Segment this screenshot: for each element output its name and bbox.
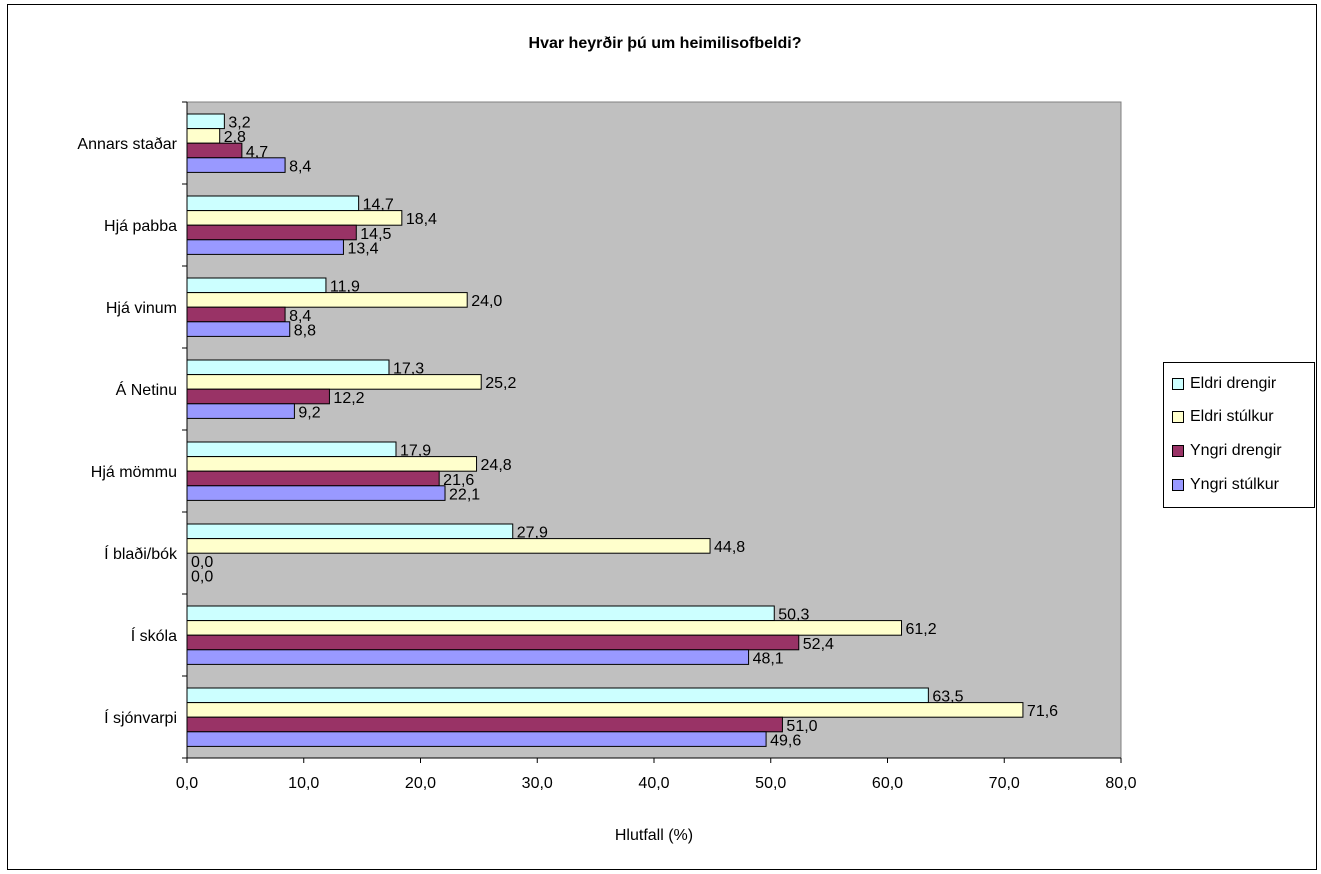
data-label: 52,4: [803, 636, 834, 653]
category-label: Annars staðar: [77, 136, 177, 153]
data-label: 25,2: [485, 375, 516, 392]
data-label: 24,0: [471, 293, 502, 310]
data-label: 50,3: [778, 607, 809, 624]
bar: [186, 277, 327, 294]
bar: [186, 716, 783, 733]
legend-item-yngri-drengir: Yngri drengir: [1172, 441, 1282, 461]
x-tick-label: 50,0: [755, 775, 786, 792]
axes-layer: Annars staðar Hjá pabba Hjá vinum Á Netinu H…: [77, 101, 1137, 792]
legend-label: Yngri stúlkur: [1190, 476, 1279, 493]
data-label: 14,5: [360, 226, 391, 243]
bar: [186, 634, 800, 651]
bar: [186, 128, 221, 144]
bar: [186, 306, 286, 323]
legend-swatch: [1172, 445, 1184, 457]
chart-title: Hvar heyrðir þú um heimilisofbeldi?: [529, 35, 802, 52]
data-label: 44,8: [714, 539, 745, 556]
data-label: 27,9: [517, 525, 548, 542]
bar: [186, 195, 360, 212]
data-label: 22,1: [449, 486, 480, 503]
data-label: 61,2: [906, 621, 937, 638]
legend-item-eldri-stulkur: Eldri stúlkur: [1172, 407, 1274, 427]
bar: [186, 702, 1024, 718]
bar: [186, 485, 446, 501]
legend-label: Eldri stúlkur: [1190, 408, 1274, 425]
data-label: 14,7: [363, 197, 394, 214]
data-label: 0,0: [191, 554, 213, 571]
bar: [186, 359, 390, 376]
legend-label: Eldri drengir: [1190, 375, 1277, 392]
bar: [186, 142, 243, 159]
data-label: 18,4: [406, 211, 437, 228]
category-label: Í sjónvarpi: [104, 708, 177, 727]
category-label: Á Netinu: [116, 380, 177, 399]
bar: [186, 687, 929, 704]
data-label: 2,8: [224, 129, 246, 146]
bar: [186, 456, 478, 472]
bar: [186, 649, 750, 665]
data-label: 21,6: [443, 472, 474, 489]
data-label: 3,2: [228, 115, 250, 132]
category-label: Hjá mömmu: [91, 464, 177, 481]
x-tick-label: 0,0: [176, 775, 198, 792]
bar: [186, 441, 397, 458]
bar: [186, 538, 711, 554]
bar: [186, 403, 295, 419]
legend-swatch: [1172, 378, 1184, 390]
data-label: 51,0: [786, 718, 817, 735]
legend-item-yngri-stulkur: Yngri stúlkur: [1172, 475, 1279, 495]
data-label: 24,8: [481, 457, 512, 474]
x-tick-label: 80,0: [1105, 775, 1136, 792]
bar: [186, 239, 344, 255]
x-tick-label: 30,0: [522, 775, 553, 792]
data-label: 8,4: [289, 308, 311, 325]
bar: [186, 321, 291, 337]
category-label: Í skóla: [131, 626, 177, 645]
bar: [186, 620, 903, 636]
legend-label: Yngri drengir: [1190, 442, 1282, 459]
legend: Eldri drengir Eldri stúlkur Yngri drengi…: [1163, 362, 1315, 508]
legend-item-eldri-drengir: Eldri drengir: [1172, 374, 1276, 394]
bar: [186, 523, 514, 540]
data-label: 17,9: [400, 443, 431, 460]
bars-layer: 3,22,84,78,414,718,414,513,411,924,08,48…: [186, 113, 1058, 749]
data-label: 13,4: [347, 240, 378, 257]
x-tick-label: 20,0: [405, 775, 436, 792]
x-tick-label: 10,0: [288, 775, 319, 792]
data-label: 12,2: [333, 390, 364, 407]
data-label: 63,5: [932, 689, 963, 706]
legend-swatch: [1172, 411, 1184, 423]
x-tick-label: 40,0: [638, 775, 669, 792]
data-label: 4,7: [246, 144, 268, 161]
data-label: 48,1: [753, 650, 784, 667]
data-label: 0,0: [191, 568, 213, 585]
data-label: 49,6: [770, 732, 801, 749]
bar: [186, 374, 482, 390]
x-tick-label: 70,0: [989, 775, 1020, 792]
x-axis-label: Hlutfall (%): [615, 827, 693, 844]
bar: [186, 210, 403, 226]
data-label: 8,8: [294, 322, 316, 339]
bar: [186, 731, 767, 747]
legend-swatch: [1172, 479, 1184, 491]
data-label: 11,9: [330, 279, 360, 296]
data-label: 8,4: [289, 158, 311, 175]
bar: [186, 113, 225, 130]
bar: [186, 157, 286, 173]
data-label: 9,2: [298, 404, 320, 421]
bar: [186, 224, 357, 241]
category-label: Hjá vinum: [106, 300, 177, 317]
data-label: 71,6: [1027, 703, 1058, 720]
category-label: Hjá pabba: [104, 218, 177, 235]
category-label: Í blaði/bók: [104, 544, 178, 563]
bar: [186, 470, 440, 487]
x-tick-label: 60,0: [872, 775, 903, 792]
data-label: 17,3: [393, 361, 424, 378]
bar: [186, 605, 775, 622]
bar: [186, 292, 468, 308]
bar: [186, 388, 330, 405]
